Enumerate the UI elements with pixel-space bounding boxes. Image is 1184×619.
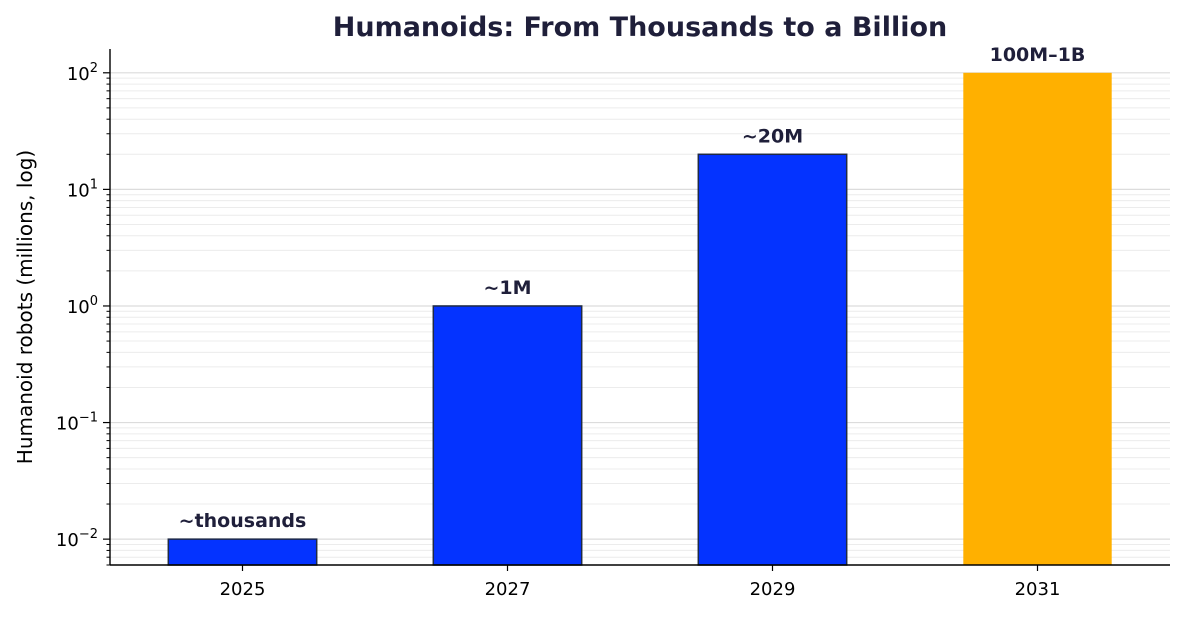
axes: 2025 2027 2029 2031 10−2 10−1 100 101 102 xyxy=(56,49,1170,600)
y-tick-label: 102 xyxy=(67,61,98,85)
bar-2025 xyxy=(167,538,318,566)
y-tick-label: 10−2 xyxy=(56,527,98,551)
bar-2029 xyxy=(697,153,848,566)
x-tick-label-2027: 2027 xyxy=(485,579,531,600)
chart-title: Humanoids: From Thousands to a Billion xyxy=(333,12,947,43)
x-tick-label-2031: 2031 xyxy=(1015,579,1061,600)
y-tick-label: 10−1 xyxy=(56,411,98,435)
data-label-2031: 100M–1B xyxy=(990,44,1086,66)
y-axis-label: Humanoid robots (millions, log) xyxy=(13,150,37,464)
data-label-2029: ~20M xyxy=(742,125,803,147)
y-tick-label: 100 xyxy=(67,294,98,318)
bar-2027 xyxy=(432,305,583,566)
data-label-2025: ~thousands xyxy=(179,510,307,532)
bars xyxy=(167,72,1112,566)
data-label-2027: ~1M xyxy=(483,277,531,299)
y-tick-label: 101 xyxy=(67,177,98,201)
x-tick-label-2029: 2029 xyxy=(750,579,796,600)
x-tick-label-2025: 2025 xyxy=(220,579,266,600)
data-labels: ~thousands ~1M ~20M 100M–1B xyxy=(179,44,1086,532)
bar-2031 xyxy=(963,72,1112,566)
